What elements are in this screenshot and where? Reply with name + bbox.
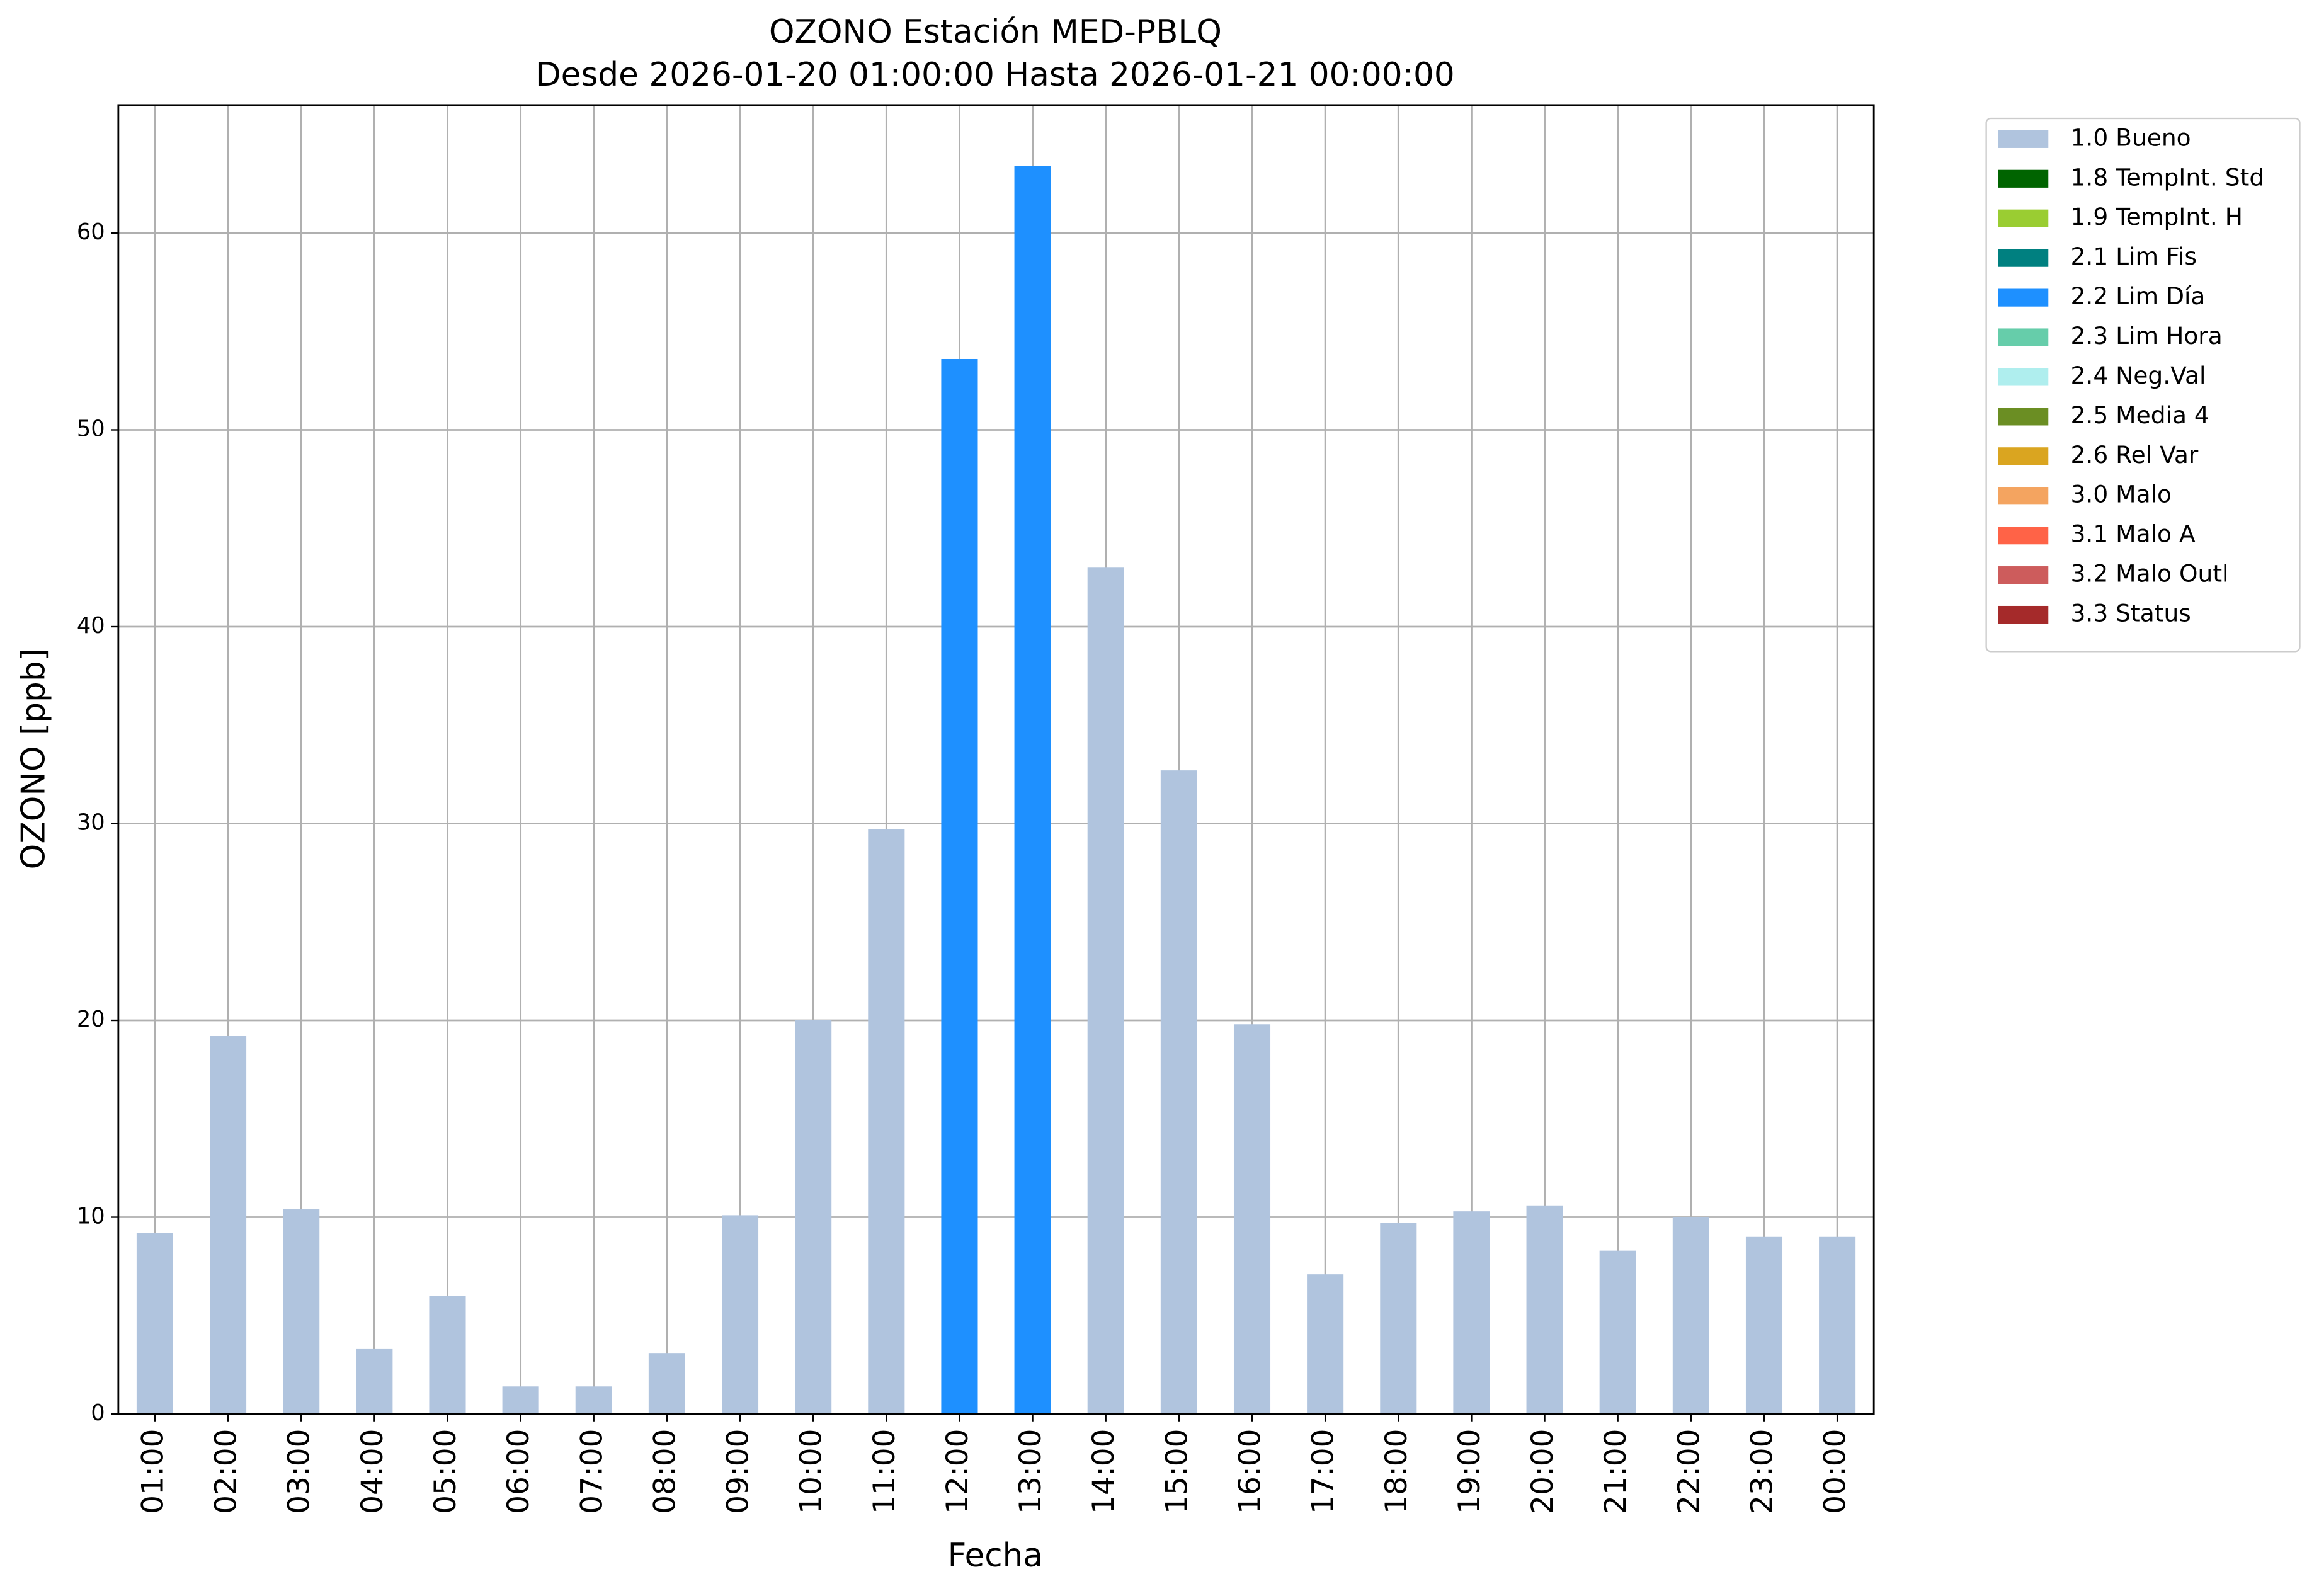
legend-label: 1.8 TempInt. Std <box>2071 163 2265 191</box>
bar <box>1745 1236 1783 1415</box>
bar <box>1526 1205 1563 1415</box>
x-tick-label: 01:00 <box>135 1429 170 1514</box>
legend-swatch <box>1998 169 2049 188</box>
bar <box>283 1209 320 1415</box>
x-tick-label: 02:00 <box>209 1429 244 1514</box>
plot-frame <box>117 104 1875 1415</box>
x-tick-label: 05:00 <box>428 1429 463 1514</box>
bar <box>795 1020 832 1415</box>
legend-label: 1.9 TempInt. H <box>2071 203 2243 231</box>
x-tick-label: 21:00 <box>1598 1429 1633 1514</box>
bar <box>1599 1250 1636 1415</box>
y-tick-label: 10 <box>77 1204 105 1229</box>
y-axis-label: OZONO [ppb] <box>14 648 52 869</box>
x-axis-label: Fecha <box>948 1537 1043 1575</box>
bar <box>136 1233 173 1415</box>
x-tick-label: 03:00 <box>282 1429 317 1514</box>
legend-swatch <box>1998 328 2049 346</box>
x-tick-label: 09:00 <box>721 1429 756 1514</box>
bar <box>1380 1223 1417 1415</box>
chart-title: OZONO Estación MED-PBLQ <box>769 13 1222 51</box>
bar <box>1014 166 1051 1415</box>
legend-swatch <box>1998 368 2049 386</box>
legend-label: 2.5 Media 4 <box>2071 401 2209 429</box>
legend-swatch <box>1998 447 2049 465</box>
legend-label: 3.1 Malo A <box>2071 520 2196 548</box>
y-tick-label: 20 <box>77 1006 105 1032</box>
x-tick-label: 23:00 <box>1745 1429 1779 1514</box>
bar <box>1819 1236 1856 1415</box>
legend-label: 2.3 Lim Hora <box>2071 322 2223 350</box>
legend-label: 1.0 Bueno <box>2071 123 2191 151</box>
x-tick-label: 06:00 <box>501 1429 536 1514</box>
legend-label: 3.0 Malo <box>2071 481 2172 508</box>
bar <box>1307 1274 1344 1415</box>
x-tick-label: 17:00 <box>1306 1429 1341 1514</box>
bar <box>1672 1217 1709 1415</box>
bar <box>1160 770 1197 1415</box>
bar <box>1453 1211 1490 1415</box>
legend-box <box>1985 117 2301 653</box>
legend-swatch <box>1998 130 2049 148</box>
bar <box>648 1353 685 1415</box>
bar <box>210 1036 247 1415</box>
bar <box>868 829 905 1415</box>
bar <box>1087 567 1124 1415</box>
legend-swatch <box>1998 249 2049 267</box>
x-tick-label: 19:00 <box>1452 1429 1487 1514</box>
x-tick-label: 08:00 <box>647 1429 682 1514</box>
legend-swatch <box>1998 288 2049 307</box>
legend-swatch <box>1998 487 2049 505</box>
x-tick-label: 22:00 <box>1672 1429 1706 1514</box>
x-tick-label: 13:00 <box>1013 1429 1048 1514</box>
x-tick-label: 20:00 <box>1525 1429 1560 1514</box>
bar <box>502 1386 539 1415</box>
legend-label: 2.1 Lim Fis <box>2071 242 2197 270</box>
legend-swatch <box>1998 408 2049 426</box>
x-tick-label: 00:00 <box>1818 1429 1853 1514</box>
bar <box>356 1348 393 1415</box>
y-tick-label: 50 <box>77 416 105 442</box>
chart-subtitle: Desde 2026-01-20 01:00:00 Hasta 2026-01-… <box>536 56 1455 94</box>
y-tick-label: 60 <box>77 219 105 245</box>
legend-label: 2.2 Lim Día <box>2071 282 2206 310</box>
bar <box>722 1215 759 1415</box>
bar <box>575 1386 612 1415</box>
legend-label: 2.6 Rel Var <box>2071 441 2199 469</box>
legend-label: 2.4 Neg.Val <box>2071 362 2206 389</box>
legend-swatch <box>1998 566 2049 584</box>
legend-label: 3.3 Status <box>2071 600 2191 627</box>
y-tick-label: 30 <box>77 810 105 836</box>
legend-swatch <box>1998 209 2049 227</box>
x-tick-label: 11:00 <box>867 1429 902 1514</box>
x-tick-label: 16:00 <box>1233 1429 1268 1514</box>
x-tick-label: 18:00 <box>1379 1429 1414 1514</box>
x-tick-label: 12:00 <box>940 1429 975 1514</box>
y-tick-label: 0 <box>91 1400 105 1426</box>
x-tick-label: 10:00 <box>794 1429 829 1514</box>
legend-swatch <box>1998 605 2049 624</box>
bar <box>941 358 978 1415</box>
x-tick-label: 14:00 <box>1086 1429 1121 1514</box>
y-tick-label: 40 <box>77 613 105 639</box>
x-tick-label: 07:00 <box>574 1429 609 1514</box>
x-tick-label: 04:00 <box>355 1429 390 1514</box>
bar <box>1233 1024 1271 1415</box>
legend-swatch <box>1998 527 2049 545</box>
x-tick-label: 15:00 <box>1160 1429 1194 1514</box>
legend-label: 3.2 Malo Outl <box>2071 560 2229 588</box>
bar <box>429 1296 466 1415</box>
